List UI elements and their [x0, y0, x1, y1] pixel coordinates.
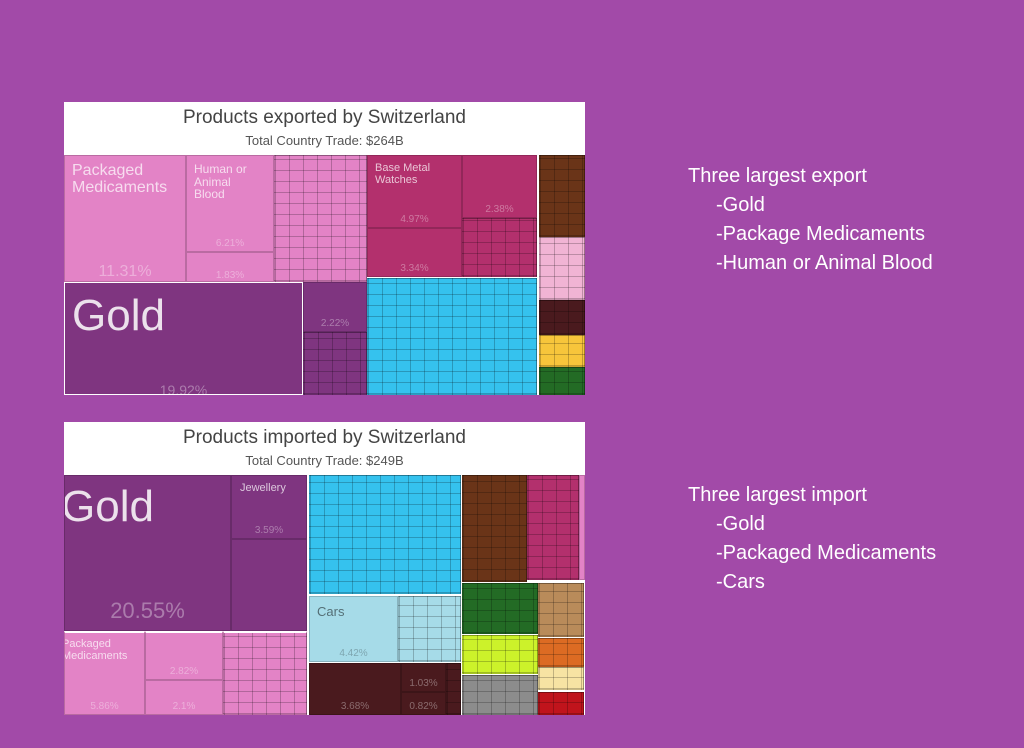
tile-brown-group: [462, 475, 527, 582]
tile-lightblue-group: [398, 596, 461, 662]
tile-gold: Gold 19.92%: [64, 282, 303, 395]
import-item: -Packaged Medicaments: [716, 542, 937, 564]
tile-label: Jewellery: [240, 482, 286, 494]
tile-human-animal-blood: Human or Animal Blood 6.21%: [186, 155, 274, 252]
tile-purple-group: [303, 332, 367, 395]
export-item: -Package Medicaments: [716, 223, 925, 245]
tile-label: Gold: [72, 291, 165, 340]
tile-percent: 2.1%: [172, 701, 196, 712]
import-item: -Cars: [716, 571, 765, 593]
tile-pink-3: 2.1%: [145, 680, 223, 715]
tile-label: Packaged Medicaments: [72, 162, 168, 196]
tile-label: Human or Animal Blood: [194, 162, 247, 202]
tile-percent: 3.59%: [254, 525, 284, 536]
import-subtitle: Total Country Trade: $249B: [245, 453, 404, 468]
tile-cars: Cars 4.42%: [309, 596, 398, 662]
tile-purple-group: [231, 539, 307, 631]
tile-cream-group: [538, 667, 584, 690]
tile-gray-group: [462, 675, 538, 715]
tile-percent: 20.55%: [110, 598, 185, 623]
import-treemap: Products imported by Switzerland Total C…: [64, 422, 585, 715]
tile-jewellery: Jewellery 3.59%: [231, 475, 307, 539]
import-summary-heading: Three largest import: [688, 484, 867, 506]
export-item: -Gold: [716, 194, 765, 216]
tile-percent: 2.82%: [169, 666, 199, 677]
tile-percent: 4.97%: [400, 214, 429, 225]
tile-cyan-group: [309, 475, 461, 594]
tile-percent: 5.86%: [90, 701, 119, 712]
export-item: -Human or Animal Blood: [716, 252, 933, 274]
tile-pink-small: 1.83%: [186, 252, 274, 282]
tile-pink-group: [223, 631, 307, 715]
tile-pink-2: 2.82%: [145, 631, 223, 680]
tile-percent: 19.92%: [159, 382, 208, 395]
import-title: Products imported by Switzerland: [182, 427, 466, 448]
tile-pink-group: [274, 155, 367, 282]
tile-percent: 1.83%: [215, 270, 245, 281]
tile-magenta-2: 3.34%: [367, 228, 462, 277]
tile-magenta-group: [527, 475, 579, 580]
tile-darkred-1: 3.68%: [309, 663, 401, 715]
tile-magenta-group: [462, 218, 537, 277]
tile-percent: 2.22%: [320, 318, 350, 329]
tile-watches: Base Metal Watches 4.97%: [367, 155, 462, 228]
tile-orange-group: [538, 638, 584, 667]
export-title: Products exported by Switzerland: [182, 107, 467, 128]
export-subtitle: Total Country Trade: $264B: [245, 133, 404, 148]
tile-cyan-group: [367, 278, 537, 395]
tile-lightpink-group: [539, 237, 585, 300]
export-treemap: Products exported by Switzerland Total C…: [64, 102, 585, 395]
tile-tan-group: [538, 583, 584, 637]
tile-label: Cars: [317, 604, 345, 619]
export-summary: Three largest export -Gold -Package Medi…: [688, 162, 933, 278]
tile-yellow-group: [539, 335, 585, 367]
tile-darkred-group: [446, 663, 461, 715]
tile-darkred-3: 0.82%: [401, 692, 446, 715]
tile-label: Packaged Medicaments: [64, 638, 128, 662]
tile-darkred-2: 1.03%: [401, 663, 446, 692]
tile-percent: 11.31%: [98, 263, 152, 280]
import-summary: Three largest import -Gold -Packaged Med…: [688, 481, 936, 597]
import-item: -Gold: [716, 513, 765, 535]
tile-percent: 0.82%: [409, 701, 438, 712]
export-header: Products exported by Switzerland Total C…: [64, 102, 585, 155]
tile-green-group: [462, 583, 538, 634]
tile-brown-group: [539, 155, 585, 237]
tile-label: Base Metal Watches: [375, 162, 431, 186]
import-header: Products imported by Switzerland Total C…: [64, 422, 585, 475]
export-summary-heading: Three largest export: [688, 165, 867, 187]
tile-percent: 1.03%: [409, 678, 438, 689]
tile-packaged-medicaments: Packaged Medicaments 5.86%: [64, 631, 145, 715]
tile-percent: 3.34%: [400, 263, 429, 274]
tile-percent: 3.68%: [340, 701, 370, 712]
tile-lime-group: [462, 635, 538, 674]
tile-percent: 6.21%: [215, 238, 245, 249]
tile-packaged-medicaments: Packaged Medicaments 11.31%: [64, 155, 186, 282]
tile-magenta-3: 2.38%: [462, 155, 537, 218]
tile-label: Gold: [64, 482, 154, 531]
tile-percent: 2.38%: [485, 204, 514, 215]
tile-darkred-group: [539, 300, 585, 335]
tile-pink-edge: [579, 475, 585, 580]
tile-gold: Gold 20.55%: [64, 475, 231, 631]
tile-green-group: [539, 367, 585, 395]
tile-percent: 4.42%: [339, 648, 368, 659]
tile-red-group: [538, 692, 584, 715]
tile-purple-2: 2.22%: [303, 282, 367, 332]
